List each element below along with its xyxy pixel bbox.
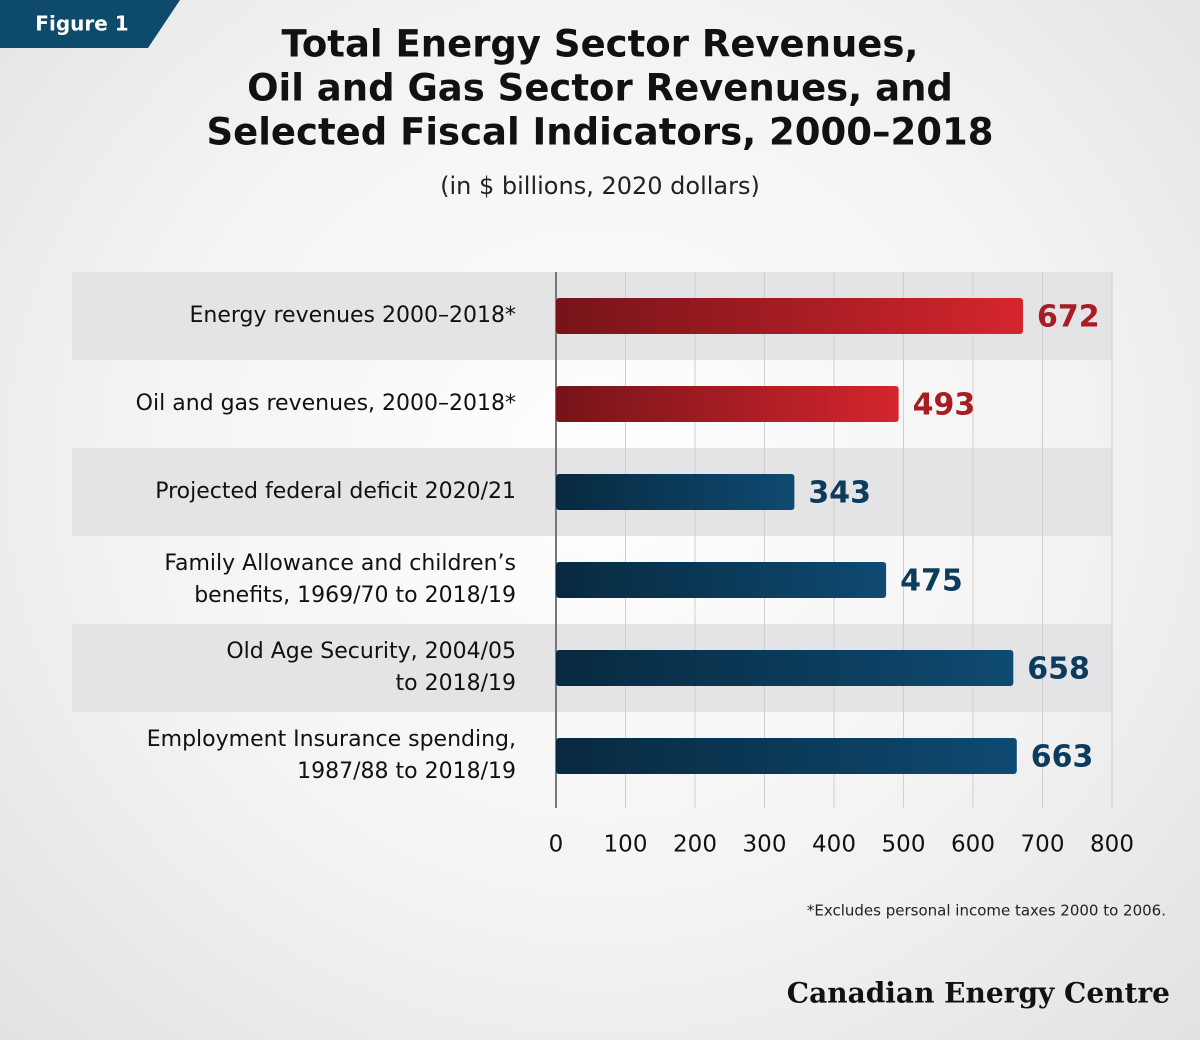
bar <box>556 298 1024 334</box>
x-tick-label: 100 <box>604 832 648 858</box>
x-tick-label: 0 <box>549 832 564 858</box>
bar <box>556 562 887 598</box>
chart-title: Total Energy Sector Revenues, <box>282 23 919 66</box>
y-tick-label: Oil and gas revenues, 2000–2018* <box>136 391 516 416</box>
x-tick-label: 500 <box>882 832 926 858</box>
y-tick-label: to 2018/19 <box>396 671 516 696</box>
figure-label: Figure 1 <box>35 12 128 36</box>
x-tick-label: 400 <box>812 832 856 858</box>
y-tick-label: benefits, 1969/70 to 2018/19 <box>194 583 516 608</box>
value-label: 343 <box>808 476 871 511</box>
value-label: 475 <box>900 564 963 599</box>
value-label: 493 <box>913 388 976 423</box>
value-label: 658 <box>1027 652 1090 687</box>
x-tick-label: 300 <box>743 832 787 858</box>
y-tick-label: Old Age Security, 2004/05 <box>226 639 516 664</box>
bar <box>556 474 795 510</box>
footnote: *Excludes personal income taxes 2000 to … <box>807 902 1166 920</box>
x-tick-label: 600 <box>951 832 995 858</box>
chart-title: Selected Fiscal Indicators, 2000–2018 <box>207 111 994 154</box>
y-tick-label: Energy revenues 2000–2018* <box>189 303 516 328</box>
y-tick-label: Employment Insurance spending, <box>147 727 516 752</box>
y-tick-label: Projected federal deficit 2020/21 <box>155 479 516 504</box>
value-label: 672 <box>1037 300 1100 335</box>
x-tick-label: 700 <box>1021 832 1065 858</box>
y-tick-label: Family Allowance and children’s <box>164 551 516 576</box>
bar <box>556 386 899 422</box>
chart-title: Oil and Gas Sector Revenues, and <box>247 67 953 110</box>
chart-subtitle: (in $ billions, 2020 dollars) <box>440 172 760 200</box>
bar <box>556 650 1014 686</box>
x-tick-label: 800 <box>1090 832 1134 858</box>
source: Canadian Energy Centre <box>787 977 1170 1010</box>
value-label: 663 <box>1031 740 1094 775</box>
x-tick-label: 200 <box>673 832 717 858</box>
bar <box>556 738 1017 774</box>
y-tick-label: 1987/88 to 2018/19 <box>297 759 516 784</box>
figure-tag <box>0 0 180 48</box>
